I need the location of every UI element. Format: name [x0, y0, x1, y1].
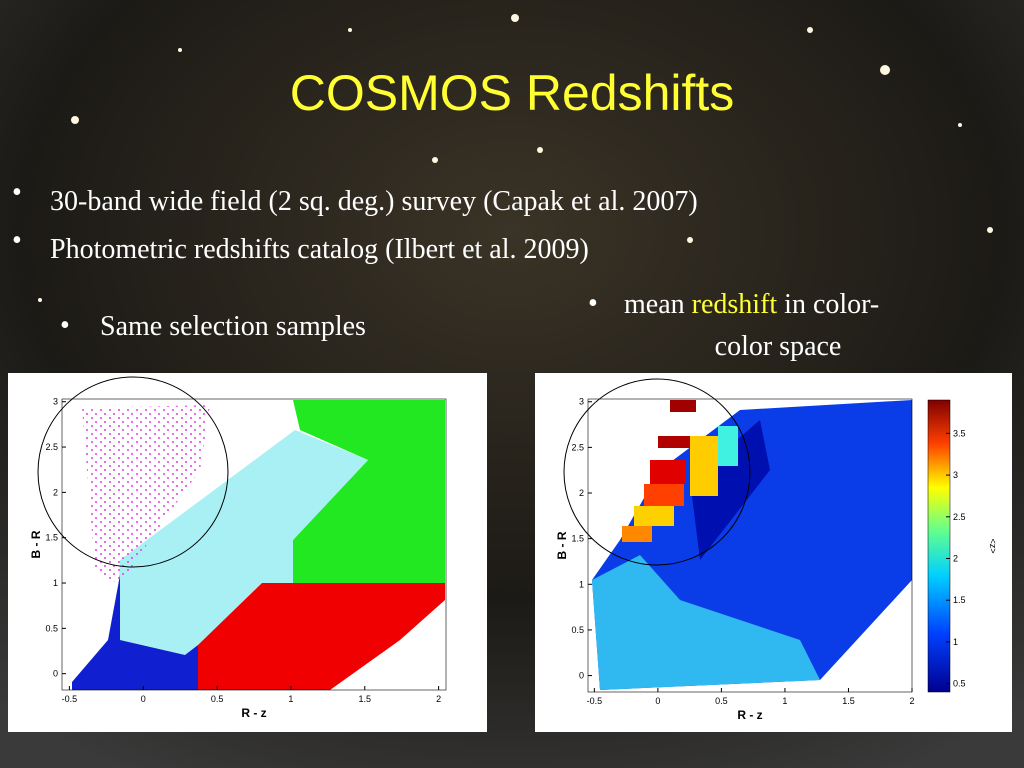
colorbar	[927, 399, 951, 693]
y-tick-label: 2.5	[571, 442, 584, 452]
bullet-mark: •	[12, 177, 22, 208]
y-tick-label: 3	[53, 397, 58, 407]
scatter-regions	[72, 400, 445, 690]
y-tick-label: 1.5	[571, 534, 584, 544]
x-tick-label: 0	[141, 694, 146, 704]
y-tick-label: 0.5	[571, 625, 584, 635]
y-tick-label: 3	[579, 397, 584, 407]
x-tick-label: -0.5	[587, 696, 603, 706]
colorbar-tick-label: 1	[953, 637, 958, 647]
x-tick-label: 1.5	[842, 696, 855, 706]
colorbar-tick-label: 2	[953, 554, 958, 564]
colorbar-tick-label: 0.5	[953, 679, 966, 689]
highlight-circle	[563, 378, 751, 566]
x-axis-label: R - z	[737, 708, 762, 722]
x-tick-label: 0	[655, 696, 660, 706]
bullet-mark: •	[60, 310, 70, 341]
bullet: 30-band wide field (2 sq. deg.) survey (…	[50, 186, 698, 217]
colorbar-tick-label: 3	[953, 470, 958, 480]
colorbar-label: <z>	[988, 538, 998, 553]
x-tick-label: 2	[436, 694, 441, 704]
highlight-circle	[37, 376, 229, 568]
stars	[38, 14, 993, 302]
y-axis-label: B - R	[555, 531, 569, 559]
x-axis-label: R - z	[241, 706, 266, 720]
x-tick-label: 0.5	[715, 696, 728, 706]
title: COSMOS Redshifts	[290, 65, 735, 121]
colorbar-tick-label: 1.5	[953, 595, 966, 605]
y-tick-label: 2	[53, 487, 58, 497]
colorbar-tick-label: 2.5	[953, 512, 966, 522]
bullet-mark: •	[12, 225, 22, 256]
x-tick-label: 0.5	[211, 694, 224, 704]
y-tick-label: 2.5	[45, 442, 58, 452]
caption-part: mean	[624, 289, 692, 320]
y-tick-label: 0	[579, 671, 584, 681]
y-tick-label: 1	[53, 578, 58, 588]
y-tick-label: 0.5	[45, 623, 58, 633]
caption-highlight: redshift	[692, 289, 778, 320]
bullet-mark: •	[588, 288, 598, 319]
x-tick-label: 1	[288, 694, 293, 704]
caption-part: in color-	[777, 289, 879, 320]
y-tick-label: 0	[53, 669, 58, 679]
x-tick-label: 1.5	[359, 694, 372, 704]
x-tick-label: 1	[782, 696, 787, 706]
y-axis-label: B - R	[29, 530, 43, 558]
bullet: Photometric redshifts catalog (Ilbert et…	[50, 234, 589, 265]
heatmap	[592, 400, 912, 690]
caption: color space	[715, 331, 842, 362]
caption: Same selection samples	[100, 311, 366, 342]
caption: mean redshift in color-	[624, 289, 879, 320]
y-tick-label: 1.5	[45, 533, 58, 543]
y-tick-label: 1	[579, 579, 584, 589]
x-tick-label: -0.5	[62, 694, 78, 704]
axes-frame	[587, 398, 913, 693]
axes-frame	[61, 398, 447, 691]
x-tick-label: 2	[909, 696, 914, 706]
y-tick-label: 2	[579, 488, 584, 498]
colorbar-tick-label: 3.5	[953, 428, 966, 438]
